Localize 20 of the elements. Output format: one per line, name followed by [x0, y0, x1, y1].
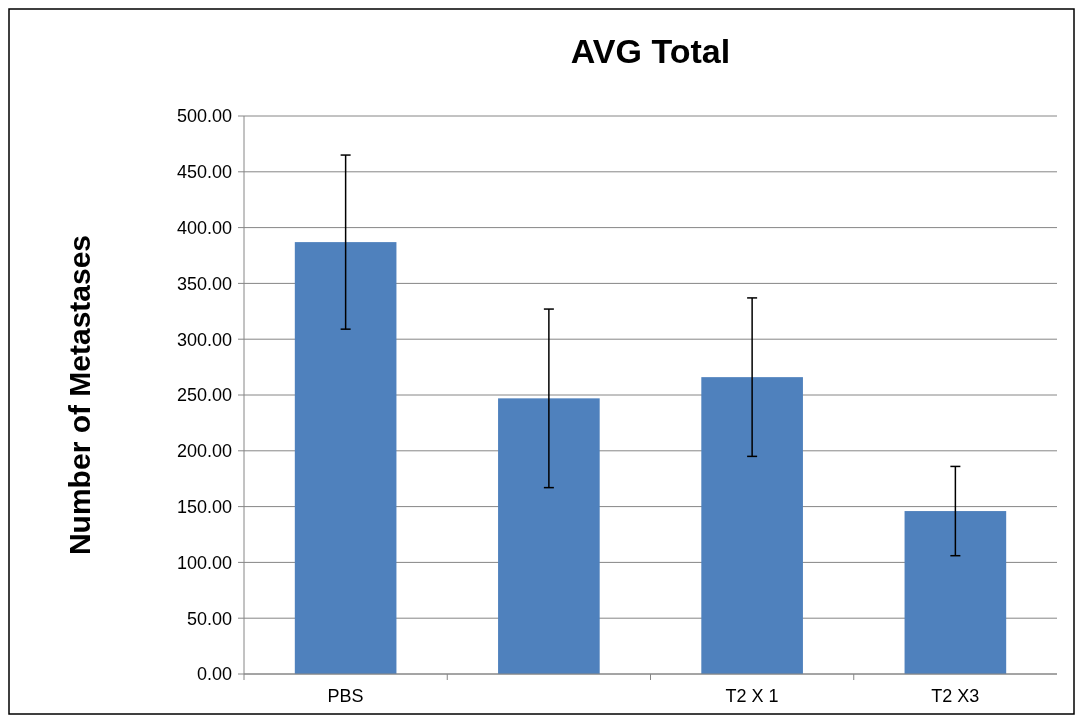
y-tick-label: 50.00: [186, 608, 232, 629]
bar: [904, 511, 1007, 674]
x-tick-label: T2 X 1: [725, 686, 779, 706]
bar: [294, 242, 397, 674]
y-tick-label: 200.00: [176, 441, 232, 462]
bar: [701, 377, 803, 674]
y-tick-label: 500.00: [176, 106, 232, 127]
bar: [498, 398, 600, 674]
y-tick-label: 300.00: [176, 329, 232, 350]
y-tick-label: 400.00: [176, 217, 232, 238]
y-tick-label: 250.00: [176, 385, 232, 406]
y-tick-label: 150.00: [176, 496, 232, 517]
y-tick-label: 350.00: [176, 273, 232, 294]
y-tick-label: 450.00: [176, 162, 232, 183]
chart-title: AVG Total: [570, 32, 731, 70]
y-tick-label: 0.00: [196, 664, 232, 685]
y-axis-title: Number of Metastases: [63, 234, 96, 556]
x-tick-label: PBS: [327, 686, 364, 706]
y-tick-label: 100.00: [176, 552, 232, 573]
x-tick-label: T2 X3: [931, 686, 980, 706]
